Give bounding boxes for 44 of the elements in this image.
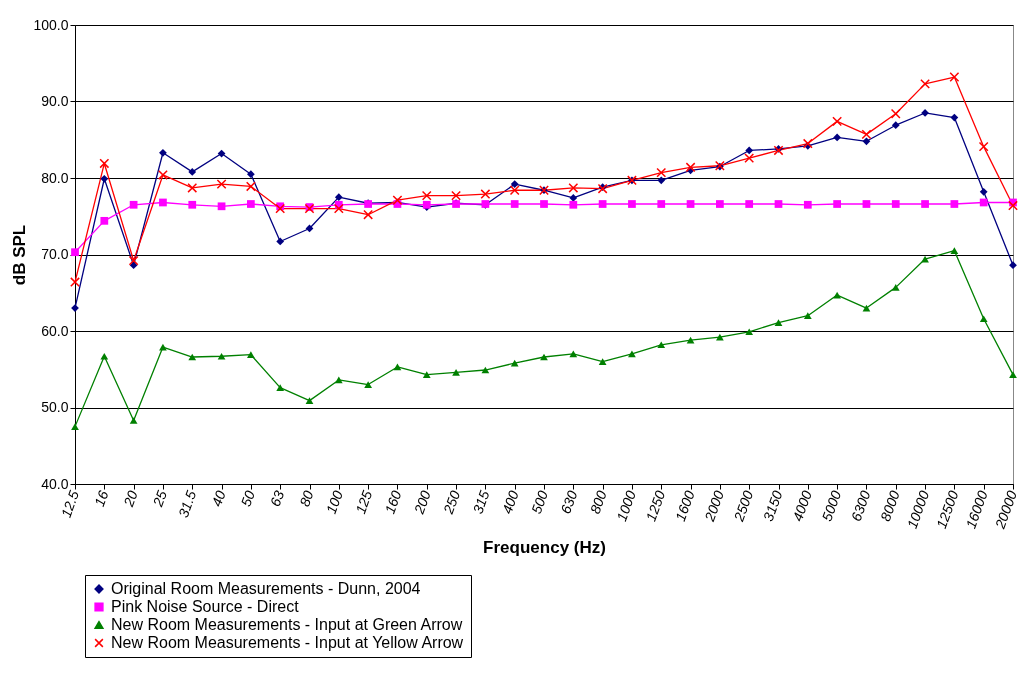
x-tick-label: 1600 bbox=[671, 488, 698, 524]
x-tick-label: 12500 bbox=[933, 488, 962, 531]
x-tick-label: 80 bbox=[296, 488, 317, 509]
legend-label: New Room Measurements - Input at Green Arrow bbox=[111, 616, 463, 633]
x-tick-label: 8000 bbox=[877, 488, 903, 524]
y-axis-title: dB SPL bbox=[10, 224, 30, 286]
x-tick-label: 250 bbox=[439, 488, 464, 517]
x-tick-label: 1250 bbox=[642, 488, 669, 524]
x-tick-label: 20000 bbox=[991, 488, 1021, 532]
x-tick-label: 500 bbox=[528, 488, 552, 516]
y-tick-label: 100.0 bbox=[33, 16, 69, 33]
x-tick-label: 2500 bbox=[730, 488, 757, 525]
x-tick-label: 2000 bbox=[700, 488, 728, 525]
x-axis-title: Frequency (Hz) bbox=[483, 538, 606, 558]
y-tick-label: 90.0 bbox=[41, 93, 69, 109]
x-tick-label: 315 bbox=[469, 488, 493, 516]
x-tick-label: 630 bbox=[557, 488, 581, 516]
x-tick-label: 1000 bbox=[613, 488, 640, 524]
x-tick-label: 63 bbox=[266, 488, 288, 509]
legend-label: Pink Noise Source - Direct bbox=[111, 598, 300, 615]
x-tick-label: 20 bbox=[120, 488, 141, 510]
y-tick-label: 70.0 bbox=[41, 246, 69, 262]
x-tick-label: 25 bbox=[149, 488, 171, 510]
y-tick-label: 80.0 bbox=[41, 169, 69, 186]
x-tick-label: 10000 bbox=[903, 488, 933, 531]
x-tick-label: 160 bbox=[381, 488, 405, 516]
x-tick-label: 16 bbox=[91, 488, 112, 509]
x-tick-label: 40 bbox=[208, 488, 229, 509]
x-tick-label: 4000 bbox=[789, 488, 815, 524]
legend-label: New Room Measurements - Input at Yellow Arrow bbox=[111, 634, 464, 651]
x-tick-label: 800 bbox=[586, 488, 610, 516]
y-tick-label: 50.0 bbox=[41, 399, 69, 415]
x-tick-label: 5000 bbox=[818, 488, 845, 524]
y-tick-label: 60.0 bbox=[41, 322, 69, 339]
x-tick-label: 400 bbox=[498, 488, 522, 516]
x-tick-label: 125 bbox=[352, 488, 376, 516]
x-tick-label: 3150 bbox=[759, 488, 786, 524]
x-tick-label: 200 bbox=[410, 488, 434, 517]
x-tick-label: 100 bbox=[322, 488, 346, 516]
x-tick-label: 31.5 bbox=[174, 488, 200, 520]
x-tick-label: 6300 bbox=[847, 488, 874, 524]
x-tick-label: 50 bbox=[237, 488, 259, 509]
x-tick-label: 16000 bbox=[962, 488, 991, 531]
legend-label: Original Room Measurements - Dunn, 2004 bbox=[111, 580, 421, 597]
